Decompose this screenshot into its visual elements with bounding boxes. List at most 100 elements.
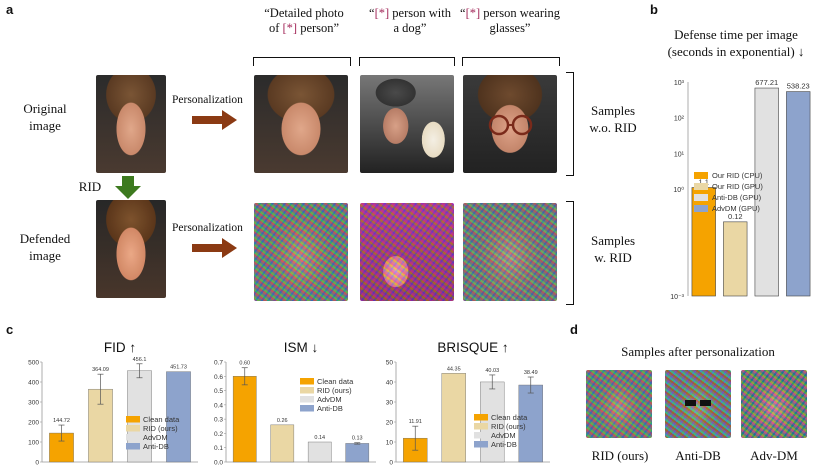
label-rid-ours: RID (ours): [591, 448, 649, 463]
down-arrow-icon: [115, 176, 141, 199]
personalization-label-bottom: Personalization: [172, 222, 243, 234]
chart-title: ISM ↓: [284, 340, 319, 355]
samples-without-rid-label: Samples w.o. RID: [578, 102, 648, 136]
legend-swatch: [126, 416, 140, 423]
legend-swatch: [474, 432, 488, 439]
prompt-text: person”: [297, 21, 340, 35]
row-label-defended: Defended image: [6, 230, 84, 264]
right-arrow-icon: [192, 238, 237, 258]
legend-swatch: [474, 441, 488, 448]
legend-swatch: [300, 396, 314, 403]
prompt-text: person with: [389, 6, 451, 20]
placeholder-token: [*]: [374, 6, 390, 20]
samples-with-rid-label: Samples w. RID: [578, 232, 648, 266]
after-personalization-anti-db: [665, 370, 731, 438]
prompt-glasses: “[*] person wearing glasses”: [452, 6, 568, 36]
row-label-line: image: [29, 118, 61, 133]
prompt-text: “: [460, 6, 466, 20]
sample-clean-portrait: [254, 75, 348, 173]
original-face-image: [96, 75, 166, 173]
sample-noisy-glasses: [463, 203, 557, 301]
prompt-with-dog: “[*] person with a dog”: [354, 6, 466, 36]
value-label: 0.12: [728, 212, 743, 221]
label-adv-dm: Adv-DM: [750, 448, 798, 463]
y-tick-label: 0.1: [214, 445, 223, 452]
legend-swatch: [126, 443, 140, 450]
sample-noisy-portrait: [254, 203, 348, 301]
samples-label-line: w. RID: [594, 250, 632, 265]
sample-noisy-dog: [360, 203, 454, 301]
y-tick-label: 40: [386, 380, 394, 387]
legend-swatch: [694, 172, 708, 179]
placeholder-token: [*]: [282, 21, 298, 35]
value-label: 40.03: [485, 368, 499, 374]
placeholder-token: [*]: [465, 6, 481, 20]
value-label: 451.73: [170, 365, 187, 371]
personalization-label-top: Personalization: [172, 94, 243, 106]
value-label: 538.23: [787, 82, 810, 91]
bracket: [253, 57, 351, 66]
prompt-text: a dog”: [393, 21, 427, 35]
bracket: [566, 201, 574, 305]
value-label: 38.49: [524, 370, 538, 376]
legend-entry: Anti-DB: [143, 442, 169, 451]
after-personalization-adv-dm: [741, 370, 807, 438]
legend-entry: AdvDM (GPU): [712, 204, 760, 213]
title-line: Defense time per image: [674, 27, 798, 42]
y-tick-label: 10⁰: [673, 186, 684, 194]
y-tick-label: 10³: [674, 80, 685, 87]
legend-swatch: [474, 414, 488, 421]
defended-face-image: [96, 200, 166, 298]
panel-d-letter: d: [570, 322, 578, 337]
title-line: (seconds in exponential) ↓: [667, 44, 805, 59]
value-label: 0.14: [314, 435, 325, 441]
label-anti-db: Anti-DB: [675, 448, 721, 463]
value-label: 0.13: [352, 436, 363, 442]
legend-swatch: [694, 205, 708, 212]
legend-entry: Clean data: [143, 415, 180, 424]
legend-entry: RID (ours): [317, 386, 352, 395]
y-tick-label: 0.5: [214, 388, 223, 395]
legend-entry: Anti-DB (GPU): [712, 193, 762, 202]
bar-anti-db: [345, 443, 370, 463]
y-tick-label: 10⁻³: [670, 294, 684, 301]
y-tick-label: 0.7: [214, 360, 223, 367]
legend-swatch: [300, 387, 314, 394]
y-tick-label: 10¹: [674, 151, 685, 158]
y-tick-label: 200: [28, 420, 39, 427]
y-tick-label: 0.3: [214, 417, 223, 424]
row-label-line: Original: [23, 101, 67, 116]
bar-advdm: [307, 441, 332, 463]
panel-b-letter: b: [650, 2, 658, 17]
legend-swatch: [300, 405, 314, 412]
legend-swatch: [300, 378, 314, 385]
after-personalization-rid: [586, 370, 652, 438]
bracket: [462, 57, 560, 66]
y-tick-label: 100: [28, 440, 39, 447]
bar-clean-data: [232, 376, 257, 463]
row-label-original: Original image: [6, 100, 84, 134]
legend-entry: Clean data: [317, 377, 354, 386]
y-tick-label: 500: [28, 360, 39, 367]
bracket: [359, 57, 455, 66]
sample-clean-glasses: [463, 75, 557, 173]
legend-entry: AdvDM: [317, 395, 342, 404]
y-tick-label: 0.0: [214, 460, 223, 467]
legend-entry: Anti-DB: [317, 404, 343, 413]
prompt-detailed-photo: “Detailed photo of [*] person”: [248, 6, 360, 36]
legend-swatch: [474, 423, 488, 430]
samples-label-line: Samples: [590, 233, 636, 248]
panel-b-title: Defense time per image (seconds in expon…: [650, 26, 822, 60]
legend-entry: RID (ours): [491, 422, 526, 431]
row-label-line: image: [29, 248, 61, 263]
value-label: 677.21: [755, 78, 778, 87]
y-tick-label: 0.4: [214, 402, 223, 409]
legend-entry: RID (ours): [143, 424, 178, 433]
value-label: 0.60: [239, 361, 250, 367]
prompt-text: “: [369, 6, 375, 20]
sample-clean-dog: [360, 75, 454, 173]
legend-entry: Anti-DB: [491, 440, 517, 449]
value-label: 1.1: [699, 178, 709, 187]
y-tick-label: 0: [35, 460, 39, 467]
bar-advdm-gpu-: [786, 91, 811, 297]
